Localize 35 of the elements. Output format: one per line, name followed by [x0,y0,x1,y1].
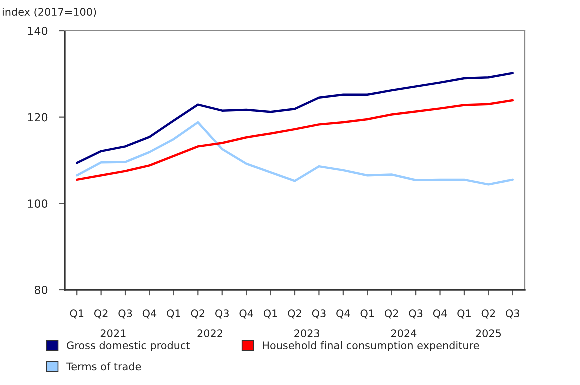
line-series [76,99,514,182]
y-tick-label: 120 [28,113,48,122]
text: 2021 [100,330,126,338]
x-tick-label: Q2 [94,310,108,319]
text: 2023 [294,330,320,338]
x-tick-label: Q3 [118,310,132,319]
x-tick-label: Q4 [433,310,448,319]
x-tick-label: Q1 [70,310,84,319]
x-tick-label: Q3 [216,310,229,319]
x-tick-label: Q4 [240,310,254,319]
x-tick-label: Q4 [336,310,350,319]
x-tick-label: Q2 [385,310,398,319]
text: 2025 [476,330,502,338]
x-tick-label: Q3 [409,310,423,319]
legend-label: Household final consumption expenditure [263,341,480,352]
x-tick-label: Q2 [482,310,496,319]
x-tick-label: Q3 [506,310,520,319]
legend-label: Terms of trade [66,362,142,371]
x-tick-label: Q1 [360,310,374,319]
y-tick-label: 80 [34,286,48,294]
x-tick-label: Q3 [312,310,326,319]
text: 2024 [391,330,417,338]
x-tick-label: Q1 [458,310,471,319]
x-tick-label: Q4 [142,310,157,319]
legend-label: Gross domestic product [67,341,190,352]
line-series [76,121,514,186]
y-tick-label: 140 [28,26,48,36]
x-tick-label: Q2 [191,310,205,319]
y-axis-title: index (2017=100) [2,8,96,18]
line-series [76,72,514,164]
y-tick-label: 100 [28,200,48,208]
text: 2022 [198,330,222,338]
x-tick-label: Q1 [264,310,278,319]
x-tick-label: Q1 [167,310,180,319]
x-tick-label: Q2 [288,310,302,319]
